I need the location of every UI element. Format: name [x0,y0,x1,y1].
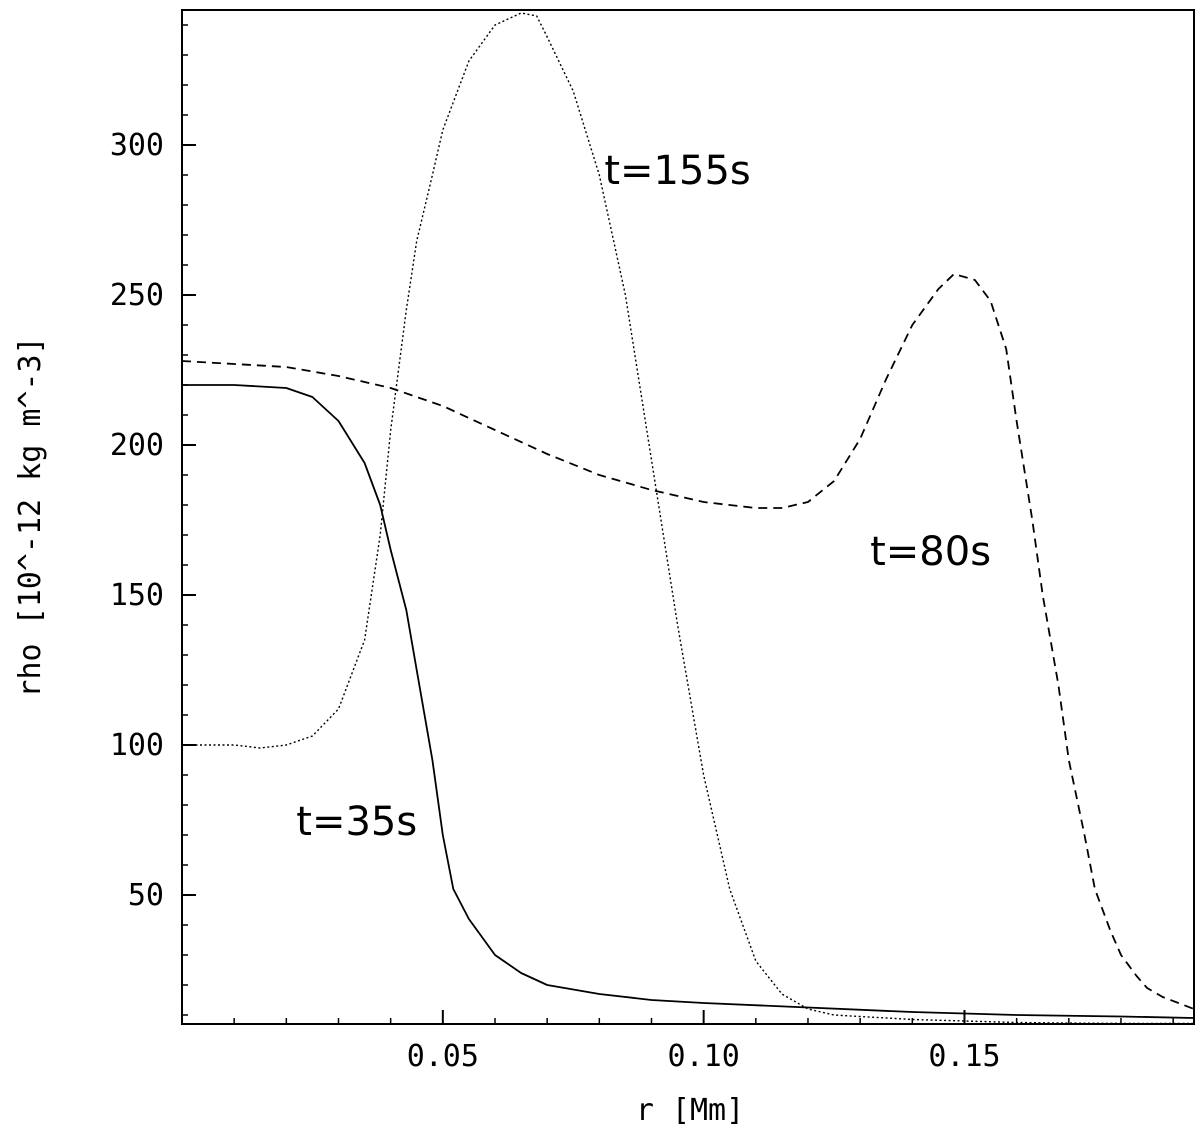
x-tick-label: 0.15 [928,1039,1000,1074]
series-annotation: t=80s [870,529,991,575]
x-tick-label: 0.10 [668,1039,740,1074]
plot-frame [181,9,1195,1025]
y-tick-label: 100 [110,728,164,763]
y-tick-label: 200 [110,428,164,463]
y-tick-label: 250 [110,278,164,313]
series-line-t-155s [182,12,1194,1025]
series-layer [181,12,1195,1025]
y-tick-label: 50 [128,878,164,913]
y-axis-label: rho [10^-12 kg m^-3] [13,336,48,697]
x-tick-label: 0.05 [407,1039,479,1074]
labels-layer: 0.05 0.10 0.15 50 100 150 200 250 300 t=35s t=80s t… [110,128,1001,1074]
series-line-t-80s [181,273,1195,1010]
x-axis-label: r [Mm] [636,1093,744,1128]
series-annotation: t=155s [604,148,750,194]
series-annotation: t=35s [296,799,417,845]
y-tick-label: 150 [110,578,164,613]
y-tick-label: 300 [110,128,164,163]
series-line-t-35s [182,384,1195,1019]
